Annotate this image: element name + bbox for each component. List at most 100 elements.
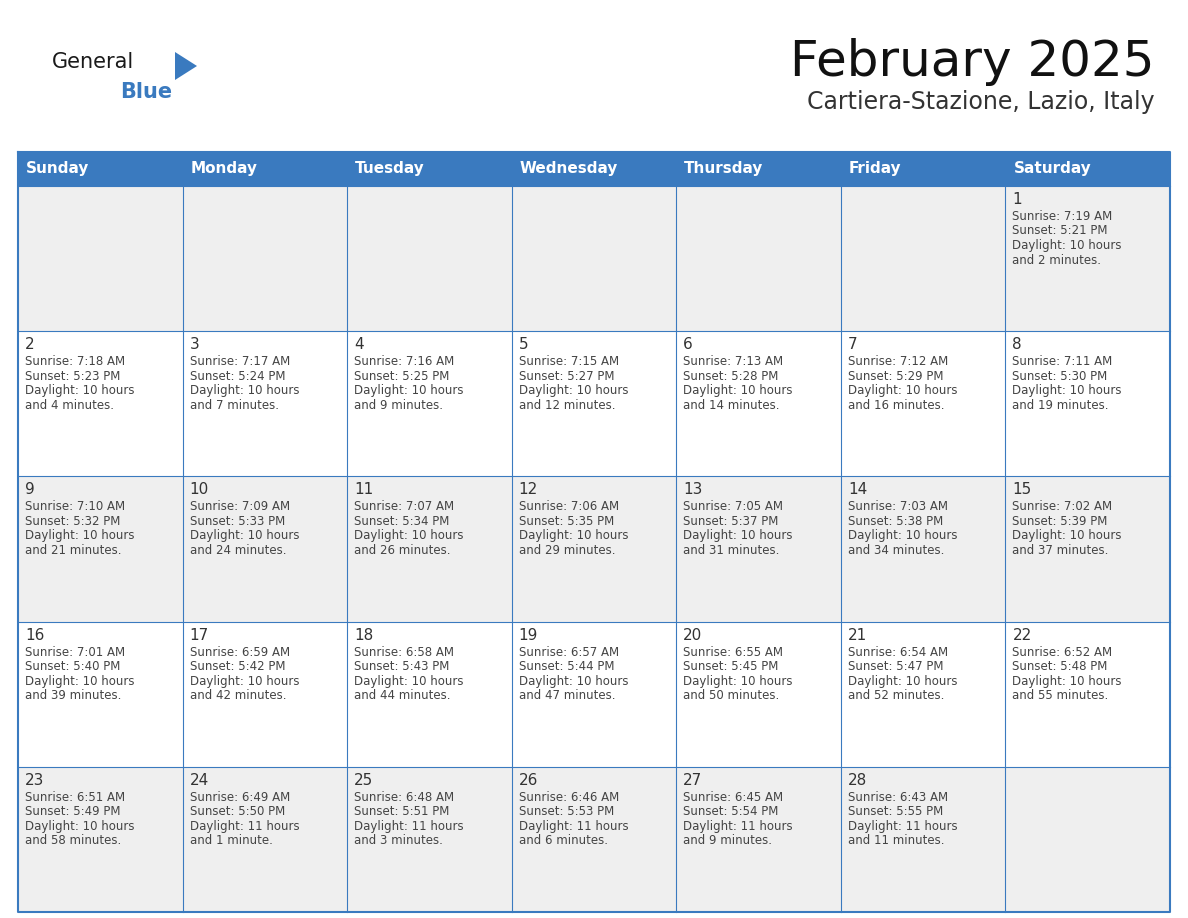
Text: Monday: Monday	[190, 162, 258, 176]
Text: and 55 minutes.: and 55 minutes.	[1012, 689, 1108, 702]
Text: February 2025: February 2025	[790, 38, 1155, 86]
Text: and 26 minutes.: and 26 minutes.	[354, 543, 450, 557]
Text: 19: 19	[519, 628, 538, 643]
Text: and 14 minutes.: and 14 minutes.	[683, 398, 779, 411]
Text: 23: 23	[25, 773, 44, 788]
Text: Sunset: 5:32 PM: Sunset: 5:32 PM	[25, 515, 120, 528]
Text: Sunset: 5:24 PM: Sunset: 5:24 PM	[190, 370, 285, 383]
FancyBboxPatch shape	[18, 476, 183, 621]
Text: 12: 12	[519, 482, 538, 498]
FancyBboxPatch shape	[347, 331, 512, 476]
FancyBboxPatch shape	[841, 331, 1005, 476]
Text: Sunset: 5:47 PM: Sunset: 5:47 PM	[848, 660, 943, 673]
Text: and 37 minutes.: and 37 minutes.	[1012, 543, 1108, 557]
Text: Sunset: 5:49 PM: Sunset: 5:49 PM	[25, 805, 120, 818]
Text: Sunrise: 7:13 AM: Sunrise: 7:13 AM	[683, 355, 783, 368]
Text: Daylight: 10 hours: Daylight: 10 hours	[354, 385, 463, 397]
Text: Daylight: 10 hours: Daylight: 10 hours	[25, 385, 134, 397]
Text: Sunrise: 6:45 AM: Sunrise: 6:45 AM	[683, 790, 783, 804]
Text: and 34 minutes.: and 34 minutes.	[848, 543, 944, 557]
Text: Daylight: 10 hours: Daylight: 10 hours	[1012, 239, 1121, 252]
FancyBboxPatch shape	[347, 621, 512, 767]
Text: 25: 25	[354, 773, 373, 788]
Text: Sunrise: 7:02 AM: Sunrise: 7:02 AM	[1012, 500, 1112, 513]
FancyBboxPatch shape	[347, 767, 512, 912]
Text: 5: 5	[519, 337, 529, 353]
Text: Sunset: 5:37 PM: Sunset: 5:37 PM	[683, 515, 778, 528]
Text: Sunrise: 6:54 AM: Sunrise: 6:54 AM	[848, 645, 948, 658]
FancyBboxPatch shape	[183, 331, 347, 476]
Text: Daylight: 10 hours: Daylight: 10 hours	[25, 675, 134, 688]
Text: Sunrise: 6:55 AM: Sunrise: 6:55 AM	[683, 645, 783, 658]
Text: Sunset: 5:44 PM: Sunset: 5:44 PM	[519, 660, 614, 673]
Polygon shape	[175, 52, 197, 80]
Text: 17: 17	[190, 628, 209, 643]
Text: and 1 minute.: and 1 minute.	[190, 834, 272, 847]
FancyBboxPatch shape	[676, 621, 841, 767]
FancyBboxPatch shape	[841, 186, 1005, 331]
Text: Daylight: 10 hours: Daylight: 10 hours	[1012, 675, 1121, 688]
Text: Sunrise: 6:43 AM: Sunrise: 6:43 AM	[848, 790, 948, 804]
Text: Sunset: 5:39 PM: Sunset: 5:39 PM	[1012, 515, 1107, 528]
Text: Sunrise: 7:17 AM: Sunrise: 7:17 AM	[190, 355, 290, 368]
FancyBboxPatch shape	[18, 621, 183, 767]
Text: 27: 27	[683, 773, 702, 788]
Text: Sunrise: 7:01 AM: Sunrise: 7:01 AM	[25, 645, 125, 658]
FancyBboxPatch shape	[1005, 186, 1170, 331]
Text: 26: 26	[519, 773, 538, 788]
FancyBboxPatch shape	[676, 186, 841, 331]
Text: Daylight: 10 hours: Daylight: 10 hours	[190, 385, 299, 397]
Text: and 12 minutes.: and 12 minutes.	[519, 398, 615, 411]
FancyBboxPatch shape	[841, 767, 1005, 912]
Text: Daylight: 10 hours: Daylight: 10 hours	[1012, 385, 1121, 397]
Text: Sunset: 5:45 PM: Sunset: 5:45 PM	[683, 660, 778, 673]
Text: Sunset: 5:51 PM: Sunset: 5:51 PM	[354, 805, 449, 818]
FancyBboxPatch shape	[18, 186, 183, 331]
FancyBboxPatch shape	[512, 767, 676, 912]
Text: 16: 16	[25, 628, 44, 643]
Text: Sunset: 5:28 PM: Sunset: 5:28 PM	[683, 370, 778, 383]
Text: and 9 minutes.: and 9 minutes.	[354, 398, 443, 411]
Text: 4: 4	[354, 337, 364, 353]
Text: Daylight: 10 hours: Daylight: 10 hours	[190, 530, 299, 543]
Text: General: General	[52, 52, 134, 72]
Text: Sunset: 5:48 PM: Sunset: 5:48 PM	[1012, 660, 1107, 673]
Text: Friday: Friday	[849, 162, 902, 176]
Text: Daylight: 11 hours: Daylight: 11 hours	[683, 820, 792, 833]
Text: Daylight: 10 hours: Daylight: 10 hours	[1012, 530, 1121, 543]
Text: Cartiera-Stazione, Lazio, Italy: Cartiera-Stazione, Lazio, Italy	[808, 90, 1155, 114]
Text: and 29 minutes.: and 29 minutes.	[519, 543, 615, 557]
Text: Daylight: 10 hours: Daylight: 10 hours	[848, 530, 958, 543]
Text: and 3 minutes.: and 3 minutes.	[354, 834, 443, 847]
Text: and 42 minutes.: and 42 minutes.	[190, 689, 286, 702]
Text: and 9 minutes.: and 9 minutes.	[683, 834, 772, 847]
Text: Sunrise: 7:19 AM: Sunrise: 7:19 AM	[1012, 210, 1113, 223]
FancyBboxPatch shape	[841, 476, 1005, 621]
Text: and 58 minutes.: and 58 minutes.	[25, 834, 121, 847]
Text: Sunrise: 6:48 AM: Sunrise: 6:48 AM	[354, 790, 454, 804]
Text: Sunset: 5:42 PM: Sunset: 5:42 PM	[190, 660, 285, 673]
Text: Sunset: 5:25 PM: Sunset: 5:25 PM	[354, 370, 449, 383]
Text: Sunset: 5:50 PM: Sunset: 5:50 PM	[190, 805, 285, 818]
FancyBboxPatch shape	[512, 331, 676, 476]
Text: Sunrise: 6:58 AM: Sunrise: 6:58 AM	[354, 645, 454, 658]
Text: Sunrise: 7:15 AM: Sunrise: 7:15 AM	[519, 355, 619, 368]
Text: Sunrise: 7:03 AM: Sunrise: 7:03 AM	[848, 500, 948, 513]
Text: Blue: Blue	[120, 82, 172, 102]
Text: 11: 11	[354, 482, 373, 498]
Text: Thursday: Thursday	[684, 162, 764, 176]
Text: and 50 minutes.: and 50 minutes.	[683, 689, 779, 702]
Text: Sunrise: 6:52 AM: Sunrise: 6:52 AM	[1012, 645, 1112, 658]
Text: 10: 10	[190, 482, 209, 498]
Text: Wednesday: Wednesday	[519, 162, 618, 176]
Text: Daylight: 10 hours: Daylight: 10 hours	[848, 675, 958, 688]
Text: and 6 minutes.: and 6 minutes.	[519, 834, 608, 847]
Text: Sunset: 5:34 PM: Sunset: 5:34 PM	[354, 515, 449, 528]
Text: and 44 minutes.: and 44 minutes.	[354, 689, 450, 702]
Text: Daylight: 11 hours: Daylight: 11 hours	[519, 820, 628, 833]
Text: Sunset: 5:54 PM: Sunset: 5:54 PM	[683, 805, 778, 818]
Text: 15: 15	[1012, 482, 1031, 498]
FancyBboxPatch shape	[1005, 767, 1170, 912]
Text: Sunset: 5:21 PM: Sunset: 5:21 PM	[1012, 225, 1108, 238]
Text: 20: 20	[683, 628, 702, 643]
